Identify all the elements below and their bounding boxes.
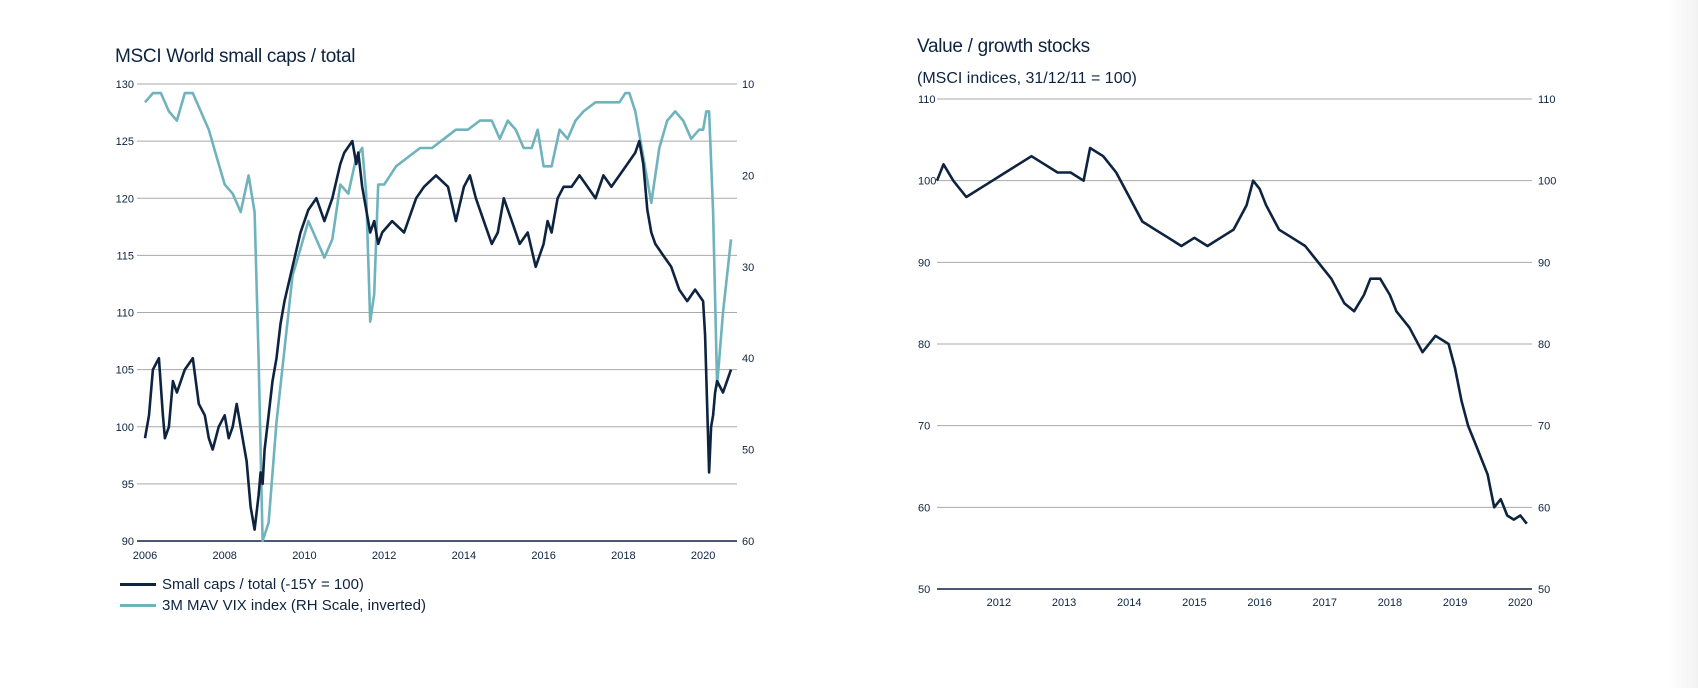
left-x-tick-label: 2008: [212, 550, 236, 562]
left-chart-legend: Small caps / total (-15Y = 100) 3M MAV V…: [120, 574, 426, 616]
page-edge-shade: [1668, 0, 1698, 688]
value-growth-right-y-tick-label: 50: [1538, 584, 1550, 596]
right-y-tick-label: 10: [742, 79, 754, 91]
left-x-tick-label: 2014: [452, 550, 476, 562]
legend-label-vix: 3M MAV VIX index (RH Scale, inverted): [162, 597, 426, 614]
value-growth-left-y-tick-label: 80: [918, 339, 930, 351]
right-y-tick-label: 60: [742, 536, 754, 548]
left-x-tick-label: 2018: [611, 550, 635, 562]
value-growth-left-y-tick-label: 100: [918, 176, 936, 188]
legend-label-small-caps: Small caps / total (-15Y = 100): [162, 576, 364, 593]
left-y-tick-label: 120: [116, 193, 134, 205]
legend-entry-vix: 3M MAV VIX index (RH Scale, inverted): [120, 595, 426, 616]
left-chart: 90 95 100 105 110 115 120 125 130 10 20 30 40 50 60 200…: [116, 79, 755, 562]
value-growth-right-y-tick-label: 70: [1538, 421, 1550, 433]
value-growth-left-y-tick-label: 70: [918, 421, 930, 433]
value-growth-x-tick-label: 2014: [1117, 597, 1141, 609]
value-growth-left-y-tick-label: 110: [918, 94, 936, 106]
left-y-tick-label: 105: [116, 365, 134, 377]
legend-swatch-vix: [120, 604, 156, 607]
value-growth-left-y-tick-label: 90: [918, 257, 930, 269]
value-growth-x-tick-label: 2017: [1313, 597, 1337, 609]
right-chart-subtitle: (MSCI indices, 31/12/11 = 100): [917, 70, 1137, 87]
value-growth-x-tick-label: 2012: [987, 597, 1011, 609]
legend-swatch-small-caps: [120, 583, 156, 586]
value-growth-x-tick-label: 2015: [1182, 597, 1206, 609]
right-chart: 50 60 70 80 90 100 110 50 60 70 80 90 100 110 2012 2013…: [918, 94, 1556, 609]
right-chart-title: Value / growth stocks: [917, 36, 1090, 57]
value-growth-left-y-tick-label: 50: [918, 584, 930, 596]
small-caps-series-line: [143, 139, 733, 531]
right-y-tick-label: 30: [742, 262, 754, 274]
value-growth-x-tick-label: 2016: [1247, 597, 1271, 609]
left-chart-title: MSCI World small caps / total: [115, 46, 356, 67]
left-y-tick-label: 115: [116, 250, 134, 262]
value-growth-left-y-tick-label: 60: [918, 502, 930, 514]
left-y-tick-label: 95: [122, 479, 134, 491]
right-y-tick-label: 20: [742, 170, 754, 182]
value-growth-x-tick-label: 2013: [1052, 597, 1076, 609]
value-growth-right-y-tick-label: 60: [1538, 502, 1550, 514]
left-x-tick-label: 2016: [531, 550, 555, 562]
legend-entry-small-caps: Small caps / total (-15Y = 100): [120, 574, 426, 595]
value-growth-x-tick-label: 2020: [1508, 597, 1532, 609]
right-y-tick-label: 50: [742, 445, 754, 457]
left-x-tick-label: 2020: [691, 550, 715, 562]
value-growth-right-y-tick-label: 80: [1538, 339, 1550, 351]
left-y-tick-label: 100: [116, 422, 134, 434]
value-growth-x-tick-label: 2018: [1378, 597, 1402, 609]
left-y-tick-label: 110: [116, 308, 134, 320]
value-growth-right-y-tick-label: 90: [1538, 257, 1550, 269]
value-growth-x-tick-label: 2019: [1443, 597, 1467, 609]
vix-series-line: [144, 91, 733, 543]
right-y-tick-label: 40: [742, 353, 754, 365]
left-x-tick-label: 2006: [133, 550, 157, 562]
left-y-tick-label: 125: [116, 136, 134, 148]
value-growth-series-line: [935, 146, 1528, 525]
value-growth-right-y-tick-label: 110: [1538, 94, 1556, 106]
left-x-tick-label: 2010: [292, 550, 316, 562]
left-y-tick-label: 90: [122, 536, 134, 548]
left-y-tick-label: 130: [116, 79, 134, 91]
left-x-tick-label: 2012: [372, 550, 396, 562]
value-growth-right-y-tick-label: 100: [1538, 176, 1556, 188]
